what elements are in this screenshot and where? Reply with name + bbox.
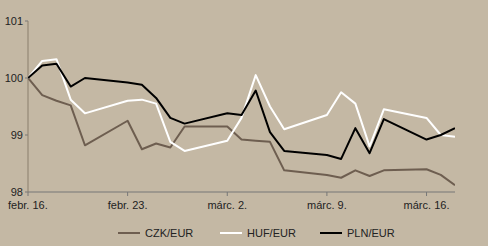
x-tick: [227, 192, 228, 196]
legend-label: PLN/EUR: [347, 227, 395, 239]
x-tick: [127, 192, 128, 196]
legend-label: CZK/EUR: [145, 227, 193, 239]
x-tick: [426, 192, 427, 196]
background: [0, 0, 488, 246]
x-tick-label: márc. 9.: [307, 199, 347, 211]
legend-swatch: [320, 232, 342, 234]
x-tick-label: febr. 16.: [8, 199, 48, 211]
x-tick-label: márc. 16.: [404, 199, 450, 211]
x-tick: [326, 192, 327, 196]
x-axis: [28, 192, 455, 193]
x-tick-label: márc. 2.: [207, 199, 247, 211]
series-line: [28, 64, 455, 159]
chart: 98 99 100 101 febr. 16. febr. 23. márc. 2. márc…: [0, 0, 488, 246]
y-tick-label: 98: [11, 186, 23, 198]
legend-label: HUF/EUR: [247, 227, 296, 239]
legend-swatch: [118, 232, 140, 234]
y-tick-label: 101: [5, 15, 23, 27]
y-tick-label: 99: [11, 129, 23, 141]
plot-lines: [28, 59, 455, 185]
y-tick-label: 100: [5, 72, 23, 84]
series-line: [28, 78, 455, 185]
series-line: [28, 59, 455, 151]
y-axis: [28, 21, 29, 192]
legend-swatch: [220, 232, 242, 234]
x-tick: [28, 192, 29, 196]
x-tick-label: febr. 23.: [108, 199, 148, 211]
